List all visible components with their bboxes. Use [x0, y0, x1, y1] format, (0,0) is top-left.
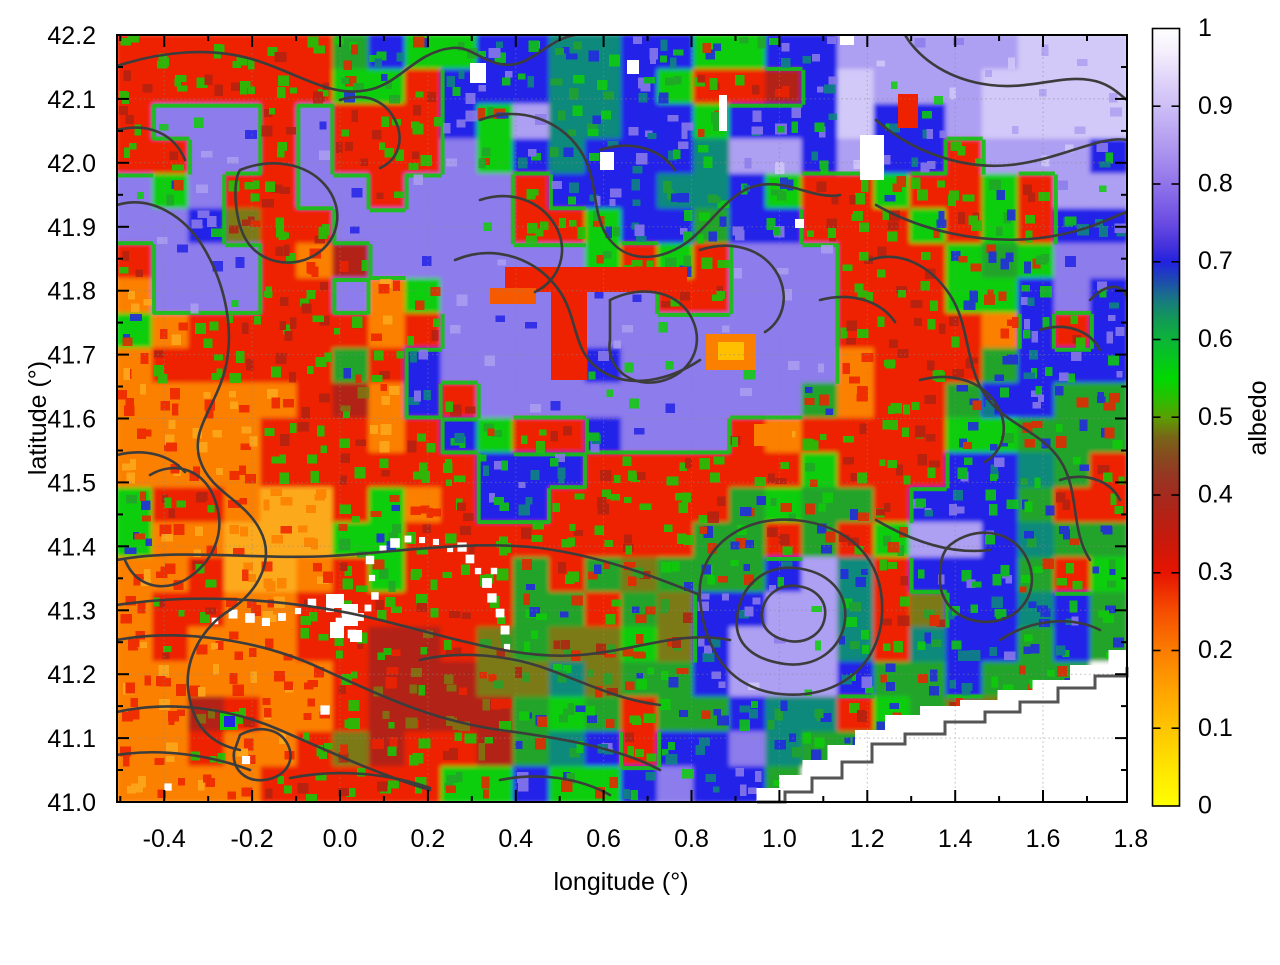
svg-text:41.3: 41.3	[47, 597, 96, 625]
svg-text:41.1: 41.1	[47, 725, 96, 753]
svg-text:42.2: 42.2	[47, 22, 96, 50]
svg-text:41.0: 41.0	[47, 789, 96, 817]
svg-text:latitude (°): latitude (°)	[24, 361, 52, 475]
svg-text:longitude (°): longitude (°)	[553, 868, 688, 896]
svg-text:41.4: 41.4	[47, 533, 96, 561]
svg-text:1.6: 1.6	[1026, 825, 1061, 853]
svg-text:41.5: 41.5	[47, 469, 96, 497]
svg-text:1.8: 1.8	[1114, 825, 1149, 853]
svg-text:1.4: 1.4	[938, 825, 973, 853]
svg-text:0.4: 0.4	[498, 825, 533, 853]
svg-text:0: 0	[1198, 792, 1212, 820]
svg-text:42.0: 42.0	[47, 150, 96, 178]
svg-text:0.1: 0.1	[1198, 714, 1233, 742]
svg-text:41.8: 41.8	[47, 278, 96, 306]
svg-text:0.7: 0.7	[1198, 247, 1233, 275]
svg-text:0.3: 0.3	[1198, 558, 1233, 586]
svg-text:0.6: 0.6	[586, 825, 621, 853]
svg-text:0.5: 0.5	[1198, 403, 1233, 431]
svg-text:-0.2: -0.2	[231, 825, 274, 853]
svg-text:1.2: 1.2	[850, 825, 885, 853]
svg-text:1.0: 1.0	[762, 825, 797, 853]
svg-text:0.2: 0.2	[1198, 636, 1233, 664]
svg-text:0.2: 0.2	[411, 825, 446, 853]
svg-text:41.7: 41.7	[47, 342, 96, 370]
svg-text:0.0: 0.0	[323, 825, 358, 853]
svg-text:albedo: albedo	[1244, 380, 1272, 455]
svg-text:41.6: 41.6	[47, 406, 96, 434]
svg-text:0.8: 0.8	[674, 825, 709, 853]
svg-text:41.2: 41.2	[47, 661, 96, 689]
svg-text:42.1: 42.1	[47, 86, 96, 114]
svg-text:0.8: 0.8	[1198, 170, 1233, 198]
svg-text:1: 1	[1198, 14, 1212, 42]
svg-text:-0.4: -0.4	[143, 825, 186, 853]
svg-text:41.9: 41.9	[47, 214, 96, 242]
svg-text:0.6: 0.6	[1198, 325, 1233, 353]
svg-text:0.4: 0.4	[1198, 481, 1233, 509]
svg-text:0.9: 0.9	[1198, 92, 1233, 120]
